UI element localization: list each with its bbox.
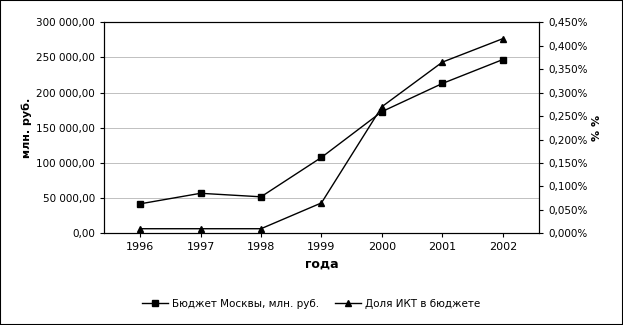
Legend: Бюджет Москвы, млн. руб., Доля ИКТ в бюджете: Бюджет Москвы, млн. руб., Доля ИКТ в бюд… [138, 295, 485, 313]
Y-axis label: % %: % % [592, 115, 602, 141]
X-axis label: года: года [305, 258, 338, 271]
Y-axis label: млн. руб.: млн. руб. [21, 98, 32, 158]
